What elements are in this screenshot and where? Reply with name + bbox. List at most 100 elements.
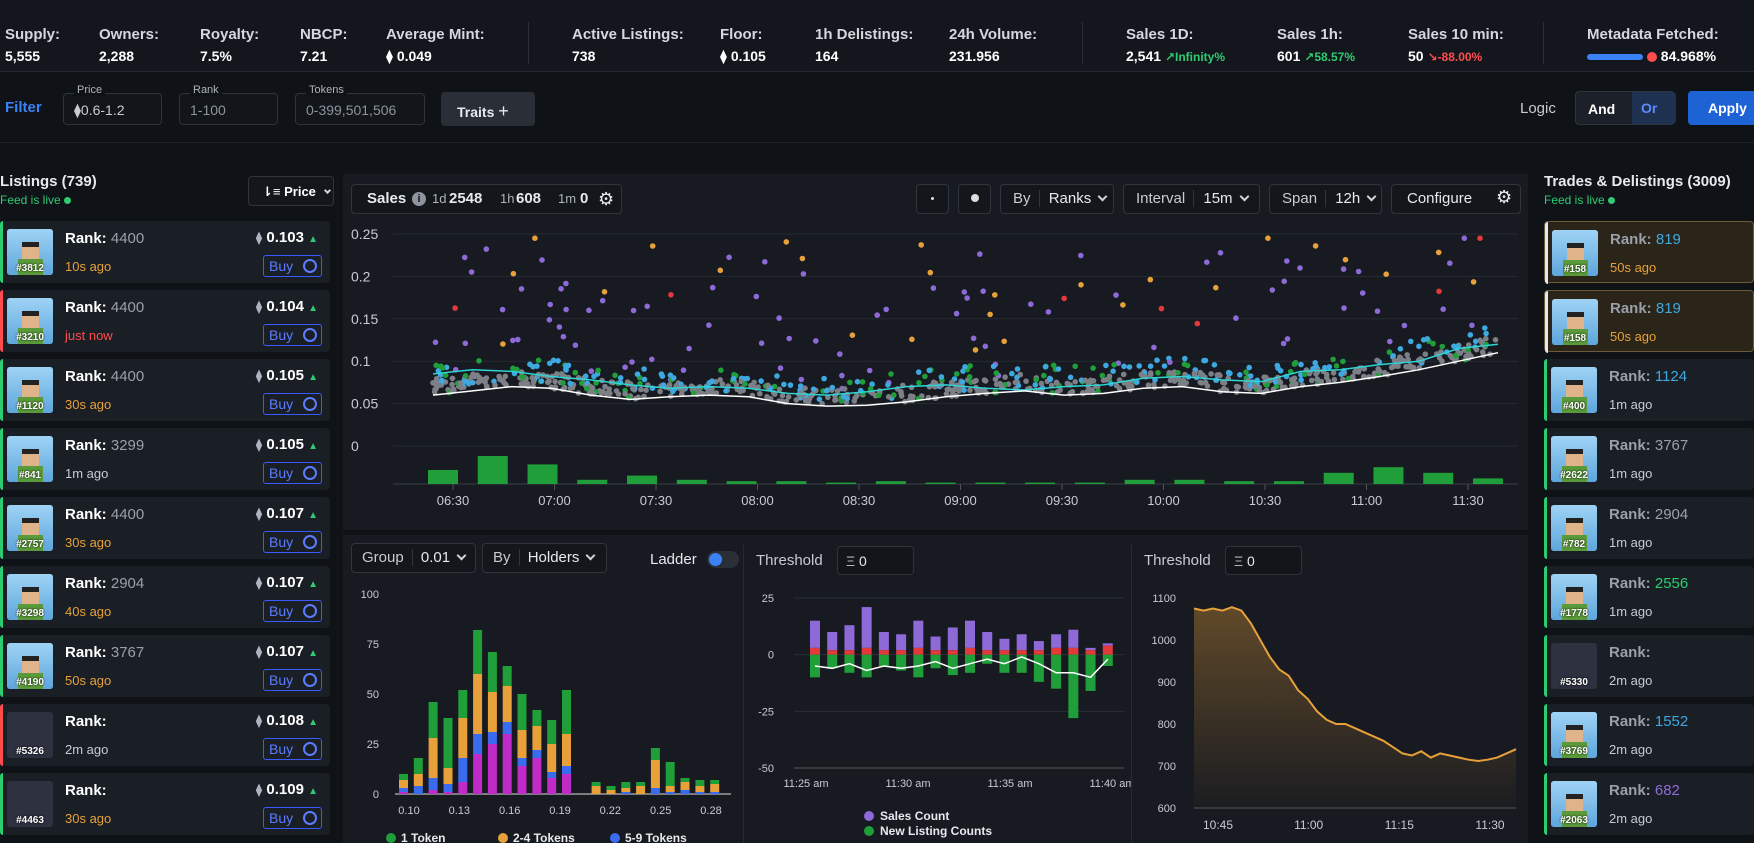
y-tick-label: 75 <box>367 639 379 651</box>
rank-filter-input[interactable]: Rank 1-100 <box>179 84 278 125</box>
sale-point <box>586 307 592 314</box>
nft-avatar[interactable]: #841 <box>7 436 53 482</box>
small-dot-button[interactable] <box>916 184 949 214</box>
sale-point <box>1298 361 1304 368</box>
sale-point <box>474 372 480 378</box>
nft-avatar[interactable]: #3812 <box>7 229 53 275</box>
sale-point <box>1447 260 1453 266</box>
holders-bar <box>399 788 408 792</box>
nft-avatar[interactable]: #2757 <box>7 505 53 551</box>
buy-button[interactable]: Buy <box>263 324 322 346</box>
trade-card[interactable]: #2622 Rank: 3767 1m ago <box>1544 428 1754 490</box>
sale-point <box>1275 365 1281 371</box>
buy-button[interactable]: Buy <box>263 807 322 829</box>
sale-point <box>851 398 858 404</box>
nft-avatar[interactable]: #400 <box>1551 367 1597 413</box>
logic-or-button[interactable]: Or <box>1632 92 1676 124</box>
price-filter-input[interactable]: Price ⧫0.6-1.2 <box>63 84 162 125</box>
listing-card[interactable]: #3210 Rank: 4400 just now ⧫ 0.104 ▲ Buy <box>0 290 330 352</box>
nft-avatar[interactable]: #2622 <box>1551 436 1597 482</box>
trade-card[interactable]: #158 Rank: 819 50s ago <box>1544 290 1754 353</box>
token-id: #3298 <box>16 608 44 619</box>
trade-card[interactable]: #782 Rank: 2904 1m ago <box>1544 497 1754 559</box>
sale-point <box>641 366 647 372</box>
buy-button[interactable]: Buy <box>263 669 322 691</box>
nft-avatar[interactable]: #5326 <box>7 712 53 758</box>
sale-point <box>1430 340 1436 347</box>
stat-label: Active Listings: <box>572 26 684 43</box>
buy-button[interactable]: Buy <box>263 600 322 622</box>
buy-button[interactable]: Buy <box>263 462 322 484</box>
sale-point <box>1313 363 1319 370</box>
trade-card[interactable]: #2063 Rank: 682 2m ago <box>1544 773 1754 835</box>
nft-avatar[interactable]: #2063 <box>1551 781 1597 827</box>
span-select[interactable]: Span 12h <box>1269 184 1382 214</box>
nft-avatar[interactable]: #4190 <box>7 643 53 689</box>
sale-point <box>595 367 601 374</box>
buy-button[interactable]: Buy <box>263 255 322 277</box>
listing-card[interactable]: #1120 Rank: 4400 30s ago ⧫ 0.105 ▲ Buy <box>0 359 330 421</box>
legend-label: New Listing Counts <box>880 824 992 838</box>
logic-and-button[interactable]: And <box>1588 101 1616 117</box>
listing-card[interactable]: #3812 Rank: 4400 10s ago ⧫ 0.103 ▲ Buy <box>0 221 330 283</box>
sale-point <box>1457 350 1464 356</box>
configure-button[interactable]: Configure ⚙ <box>1391 184 1521 214</box>
listing-card[interactable]: #4190 Rank: 3767 50s ago ⧫ 0.107 ▲ Buy <box>0 635 330 697</box>
large-dot-button[interactable] <box>958 184 991 214</box>
nft-avatar[interactable]: #158 <box>1552 230 1598 276</box>
sale-point <box>1113 292 1119 298</box>
apply-button[interactable]: Apply <box>1688 91 1754 125</box>
listing-card[interactable]: #2757 Rank: 4400 30s ago ⧫ 0.107 ▲ Buy <box>0 497 330 559</box>
threshold-input[interactable]: Ξ 0 <box>1225 546 1302 575</box>
nft-avatar[interactable]: #3298 <box>7 574 53 620</box>
sort-button[interactable]: ⇂≡ Price <box>248 176 334 206</box>
trade-card[interactable]: #400 Rank: 1124 1m ago <box>1544 359 1754 421</box>
listing-card[interactable]: #841 Rank: 3299 1m ago ⧫ 0.105 ▲ Buy <box>0 428 330 490</box>
sale-point <box>442 372 449 378</box>
nft-avatar[interactable]: #782 <box>1551 505 1597 551</box>
trade-card[interactable]: #1778 Rank: 2556 1m ago <box>1544 566 1754 628</box>
sale-point <box>458 384 464 390</box>
sales-summary: Sales i 1d 2548 1h 608 1m 0 ⚙ <box>351 184 622 214</box>
sale-point <box>765 382 771 389</box>
interval-select[interactable]: Interval 15m <box>1123 184 1260 214</box>
by-select[interactable]: By Ranks <box>1000 184 1114 214</box>
listing-card[interactable]: #4463 Rank: 30s ago ⧫ 0.109 ▲ Buy <box>0 773 330 835</box>
trade-card[interactable]: #5330 Rank: 2m ago <box>1544 635 1754 697</box>
buy-button[interactable]: Buy <box>263 738 322 760</box>
buy-button[interactable]: Buy <box>263 531 322 553</box>
nft-avatar[interactable]: #3210 <box>7 298 53 344</box>
nft-avatar[interactable]: #3769 <box>1551 712 1597 758</box>
sale-point <box>555 358 561 364</box>
nft-avatar[interactable]: #1120 <box>7 367 53 413</box>
traits-button[interactable]: Traits + <box>441 92 535 126</box>
stat-royalty: Royalty: 7.5% <box>200 26 259 64</box>
filter-label[interactable]: Filter <box>5 99 42 116</box>
buy-button[interactable]: Buy <box>263 393 322 415</box>
tokens-filter-input[interactable]: Tokens 0-399,501,506 <box>295 84 425 125</box>
nft-avatar[interactable]: #4463 <box>7 781 53 827</box>
token-id: #841 <box>18 470 42 481</box>
threshold-input[interactable]: Ξ 0 <box>837 546 914 575</box>
nft-avatar[interactable]: #158 <box>1552 299 1598 345</box>
nft-avatar[interactable]: #1778 <box>1551 574 1597 620</box>
holders-bar <box>547 720 557 744</box>
nft-avatar[interactable]: #5330 <box>1551 643 1597 689</box>
trade-card[interactable]: #158 Rank: 819 50s ago <box>1544 221 1754 284</box>
sale-point <box>1269 287 1276 293</box>
time-ago: 50s ago <box>65 673 112 688</box>
group-select[interactable]: Group 0.01 <box>351 543 476 573</box>
listing-card[interactable]: #3298 Rank: 2904 40s ago ⧫ 0.107 ▲ Buy <box>0 566 330 628</box>
chevron-down-icon <box>456 550 467 561</box>
holders-select[interactable]: By Holders <box>482 543 607 573</box>
listing-card[interactable]: #5326 Rank: 2m ago ⧫ 0.108 ▲ Buy <box>0 704 330 766</box>
sales-count-bar <box>1102 643 1113 646</box>
sale-point <box>867 386 874 392</box>
listing-price: 0.104 <box>266 298 304 315</box>
sale-point <box>726 254 732 261</box>
trade-card[interactable]: #3769 Rank: 1552 2m ago <box>1544 704 1754 766</box>
gear-icon[interactable]: ⚙ <box>598 189 615 209</box>
ladder-toggle[interactable] <box>707 551 739 568</box>
volume-bar <box>627 475 658 484</box>
info-icon[interactable]: i <box>412 192 426 206</box>
